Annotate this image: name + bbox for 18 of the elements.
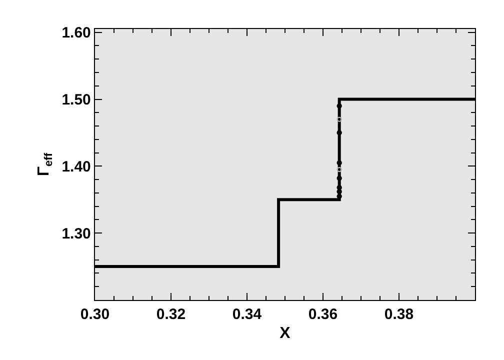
point	[336, 130, 342, 136]
x-tick-label: 0.30	[80, 306, 110, 324]
point	[336, 194, 342, 199]
x-tick-label: 0.32	[156, 306, 186, 324]
point	[336, 103, 342, 109]
x-axis-title: X	[280, 324, 291, 342]
x-tick-label: 0.34	[232, 306, 262, 324]
point	[336, 160, 342, 166]
y-tick-label: 1.60	[62, 24, 91, 42]
x-tick-label: 0.36	[308, 306, 338, 324]
point	[336, 116, 342, 122]
y-tick-label: 1.50	[62, 92, 91, 109]
x-tick-label: 0.38	[384, 306, 414, 324]
point	[336, 189, 342, 194]
point	[336, 176, 342, 181]
y-tick-label: 1.30	[62, 225, 91, 242]
y-tick-label: 1.40	[62, 158, 91, 176]
point	[336, 166, 342, 172]
